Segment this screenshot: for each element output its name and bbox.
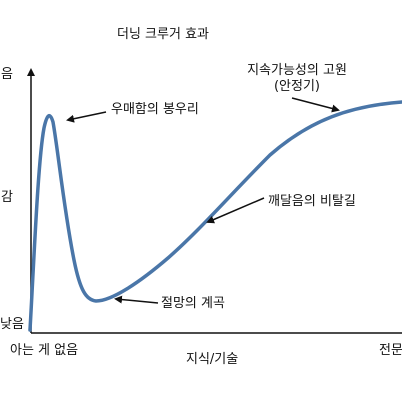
x-axis-end-label: 전문 [379,343,402,358]
diagram-title: 더닝 크루거 효과 [117,27,209,42]
peak-arrow [66,111,107,123]
valley-arrow [114,295,159,304]
valley-annotation: 절망의 계곡 [161,296,225,311]
x-axis-start-label: 아는 게 없음 [10,343,79,358]
plateau-annotation-line2: (안정기) [273,79,321,94]
plateau-arrow [291,97,340,113]
y-axis-bottom-label: 낮음 [0,317,24,332]
confidence-curve [28,100,402,332]
slope-annotation: 깨달음의 비탈길 [268,194,356,209]
plateau-annotation-line1: 지속가능성의 고원 [247,63,347,78]
y-axis-top-label: 음 [1,67,13,82]
slope-arrow [206,197,265,224]
y-axis-middle-label: 감 [1,190,13,205]
peak-annotation: 우매함의 봉우리 [111,102,199,117]
x-axis-label: 지식/기술 [186,352,239,367]
